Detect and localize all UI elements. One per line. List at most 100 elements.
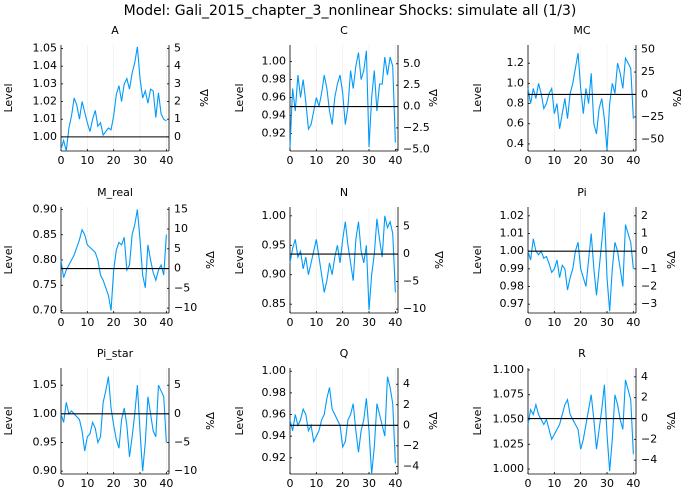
subplot-title: M_real <box>97 186 133 199</box>
x-tick-label: 40 <box>626 316 640 329</box>
y2-tick-label: 10 <box>174 222 188 235</box>
x-tick-label: 20 <box>107 154 121 167</box>
series-line <box>289 50 396 148</box>
subplot-title: Pi_star <box>97 347 134 360</box>
series-line <box>60 46 167 152</box>
y-tick-label: 1.00 <box>262 209 287 222</box>
x-tick-label: 20 <box>574 316 588 329</box>
y-tick-label: 0.90 <box>33 203 58 216</box>
y-axis-label: Level <box>233 406 246 435</box>
y2-tick-label: 0.0 <box>403 100 421 113</box>
subplot-title: Q <box>340 347 349 360</box>
x-tick-label: 0 <box>525 154 532 167</box>
y2-tick-label: −10 <box>174 301 197 314</box>
x-tick-label: 20 <box>574 477 588 490</box>
y-tick-label: 0.96 <box>262 408 287 421</box>
y-axis-label: Level <box>471 406 484 435</box>
y-tick-label: 1.0 <box>507 76 525 89</box>
y-tick-label: 1.02 <box>500 209 525 222</box>
y2-tick-label: −5 <box>403 275 419 288</box>
subplot-title: A <box>111 24 119 37</box>
y-tick-label: 1.00 <box>262 364 287 377</box>
y2-tick-label: 1 <box>174 112 181 125</box>
y-tick-label: 1.02 <box>33 95 58 108</box>
y-tick-label: 0.98 <box>262 73 287 86</box>
x-tick-label: 30 <box>600 154 614 167</box>
y2-tick-label: −1 <box>641 262 657 275</box>
subplot-title: N <box>340 186 348 199</box>
y-tick-label: 0.6 <box>507 117 525 130</box>
x-tick-label: 20 <box>336 316 350 329</box>
y2-tick-label: 15 <box>174 202 188 215</box>
y2-tick-label: −5 <box>174 435 190 448</box>
y-axis-label: Level <box>471 245 484 274</box>
y2-tick-label: 5 <box>174 42 181 55</box>
y2-tick-label: 4 <box>403 377 410 390</box>
x-tick-label: 20 <box>107 316 121 329</box>
y2-tick-label: −2.5 <box>403 121 430 134</box>
y-axis-label: Level <box>2 406 15 435</box>
y-tick-label: 1.01 <box>33 112 58 125</box>
y2-tick-label: 5.0 <box>403 57 421 70</box>
x-tick-label: 10 <box>80 154 94 167</box>
y-tick-label: 0.4 <box>507 137 525 150</box>
y-tick-label: 1.075 <box>493 388 525 401</box>
x-tick-label: 0 <box>287 154 294 167</box>
y2-tick-label: −5.0 <box>403 142 430 155</box>
y-axis-label: Level <box>471 83 484 112</box>
y2-tick-label: −3 <box>641 297 657 310</box>
y-tick-label: 0.98 <box>500 280 525 293</box>
y-tick-label: 0.80 <box>33 253 58 266</box>
subplot-title: R <box>578 347 586 360</box>
y-tick-label: 0.98 <box>262 386 287 399</box>
y2-axis-label: %Δ <box>204 412 217 430</box>
y-tick-label: 0.94 <box>262 429 287 442</box>
series-line <box>289 215 396 311</box>
y2-tick-label: 2 <box>174 95 181 108</box>
series-line <box>60 376 167 472</box>
x-tick-label: 20 <box>107 477 121 490</box>
x-tick-label: 30 <box>133 477 147 490</box>
x-tick-label: 0 <box>525 477 532 490</box>
y-tick-label: 0.90 <box>262 268 287 281</box>
y-tick-label: 0.70 <box>33 303 58 316</box>
y-axis-label: Level <box>233 83 246 112</box>
x-tick-label: 0 <box>287 316 294 329</box>
y-tick-label: 0.92 <box>262 451 287 464</box>
y-tick-label: 0.96 <box>262 91 287 104</box>
y2-tick-label: 0 <box>174 407 181 420</box>
y2-tick-label: −5 <box>174 281 190 294</box>
y-tick-label: 0.92 <box>262 127 287 140</box>
x-tick-label: 10 <box>80 477 94 490</box>
y2-tick-label: 2 <box>641 209 648 222</box>
y2-tick-label: −2 <box>403 439 419 452</box>
x-tick-label: 10 <box>309 477 323 490</box>
x-tick-label: 40 <box>388 316 402 329</box>
x-tick-label: 40 <box>626 477 640 490</box>
y2-tick-label: 4 <box>174 59 181 72</box>
x-tick-label: 10 <box>547 477 561 490</box>
x-tick-label: 10 <box>547 316 561 329</box>
y2-tick-label: 5 <box>174 242 181 255</box>
subplot-title: Pi <box>577 186 586 199</box>
subplot-title: C <box>340 24 348 37</box>
x-tick-label: 40 <box>159 154 173 167</box>
x-tick-label: 30 <box>600 316 614 329</box>
y-tick-label: 0.85 <box>33 228 58 241</box>
y2-tick-label: 0 <box>174 262 181 275</box>
y-tick-label: 1.2 <box>507 56 525 69</box>
y-tick-label: 1.00 <box>500 244 525 257</box>
y-tick-label: 0.97 <box>500 297 525 310</box>
y2-tick-label: 50 <box>641 43 655 56</box>
x-tick-label: 30 <box>362 316 376 329</box>
y2-tick-label: −2 <box>641 280 657 293</box>
x-tick-label: 0 <box>58 316 65 329</box>
y-tick-label: 1.00 <box>33 130 58 143</box>
x-tick-label: 40 <box>626 154 640 167</box>
y2-tick-label: 5 <box>403 220 410 233</box>
y-tick-label: 1.050 <box>493 413 525 426</box>
series-line <box>527 379 634 472</box>
x-tick-label: 0 <box>287 477 294 490</box>
y2-tick-label: −10 <box>174 464 197 477</box>
